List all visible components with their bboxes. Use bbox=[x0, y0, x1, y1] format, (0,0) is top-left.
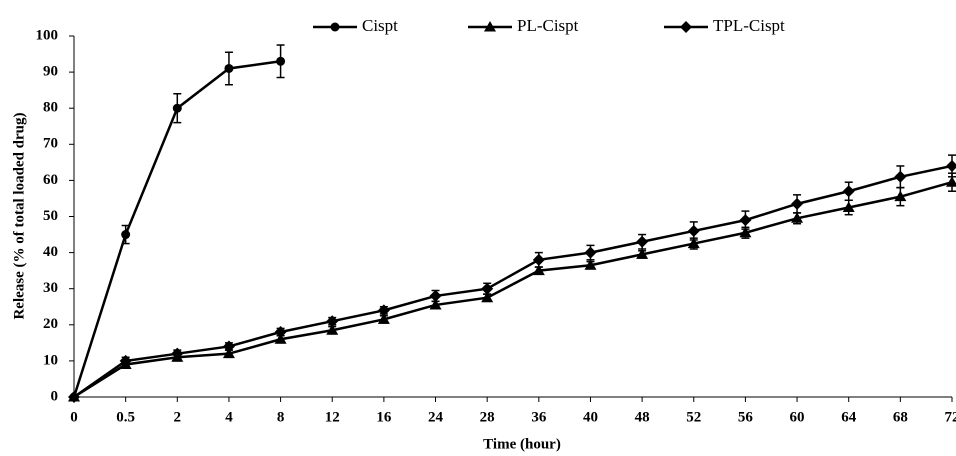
legend-label: PL-Cispt bbox=[517, 16, 579, 35]
x-tick-label: 64 bbox=[841, 409, 857, 425]
data-point bbox=[636, 248, 649, 259]
x-tick-label: 56 bbox=[738, 409, 754, 425]
x-tick-label: 60 bbox=[790, 409, 805, 425]
x-tick-label: 4 bbox=[225, 409, 233, 425]
y-axis-label: Release (% of total loaded drug) bbox=[11, 112, 27, 319]
x-tick-label: 52 bbox=[686, 409, 701, 425]
data-point bbox=[894, 170, 907, 183]
series-line bbox=[73, 164, 953, 399]
data-point bbox=[842, 185, 855, 198]
y-tick-label: 20 bbox=[43, 316, 58, 332]
data-point bbox=[429, 298, 442, 310]
data-point bbox=[894, 190, 907, 202]
data-point bbox=[481, 282, 494, 295]
data-point bbox=[946, 159, 956, 172]
y-tick-label: 100 bbox=[36, 27, 59, 43]
legend-marker bbox=[680, 21, 692, 33]
data-point bbox=[687, 237, 700, 249]
data-point bbox=[532, 253, 545, 266]
data-point bbox=[532, 264, 545, 276]
x-tick-label: 16 bbox=[376, 409, 392, 425]
x-tick-label: 0.5 bbox=[116, 409, 135, 425]
x-tick-label: 68 bbox=[893, 409, 908, 425]
y-tick-label: 80 bbox=[43, 100, 58, 116]
x-tick-label: 8 bbox=[277, 409, 285, 425]
data-point bbox=[326, 324, 339, 335]
data-point bbox=[274, 333, 287, 344]
data-point bbox=[68, 391, 80, 403]
data-point bbox=[636, 235, 649, 248]
data-point bbox=[739, 214, 752, 227]
data-point bbox=[429, 289, 442, 302]
x-tick-label: 36 bbox=[531, 409, 547, 425]
data-point bbox=[224, 63, 234, 73]
data-point bbox=[842, 201, 855, 212]
series-line bbox=[73, 181, 953, 399]
y-tick-label: 30 bbox=[43, 280, 58, 296]
legend: Cispt PL-Cispt TPL-Cispt bbox=[313, 16, 785, 35]
y-tick-label: 0 bbox=[51, 388, 59, 404]
y-tick-label: 70 bbox=[43, 136, 58, 152]
y-tick-label: 60 bbox=[43, 172, 58, 188]
y-tick-label: 90 bbox=[43, 64, 58, 80]
x-tick-label: 24 bbox=[428, 409, 444, 425]
x-tick-label: 12 bbox=[325, 409, 340, 425]
data-point bbox=[584, 246, 597, 259]
data-point bbox=[946, 176, 956, 187]
legend-marker bbox=[330, 22, 340, 32]
x-axis-label: Time (hour) bbox=[483, 436, 561, 452]
data-point bbox=[791, 212, 804, 223]
x-tick-label: 28 bbox=[480, 409, 495, 425]
data-point bbox=[172, 103, 182, 113]
y-tick-label: 40 bbox=[43, 244, 58, 260]
data-point bbox=[276, 56, 286, 66]
x-tick-label: 0 bbox=[70, 409, 78, 425]
data-point bbox=[121, 230, 131, 240]
legend-label: Cispt bbox=[362, 16, 398, 35]
data-point bbox=[584, 259, 597, 270]
data-point bbox=[222, 347, 235, 359]
data-point bbox=[119, 354, 132, 367]
data-point bbox=[687, 224, 700, 237]
data-point bbox=[171, 347, 184, 360]
x-tick-label: 40 bbox=[583, 409, 598, 425]
y-tick-label: 10 bbox=[43, 352, 58, 368]
x-tick-label: 72 bbox=[945, 409, 956, 425]
legend-marker bbox=[484, 21, 496, 32]
legend-label: TPL-Cispt bbox=[713, 16, 785, 35]
y-tick-label: 50 bbox=[43, 208, 58, 224]
data-point bbox=[222, 340, 235, 353]
data-point bbox=[326, 315, 339, 328]
data-point bbox=[377, 313, 390, 324]
data-point bbox=[739, 226, 752, 238]
data-point bbox=[481, 291, 494, 303]
data-point bbox=[377, 304, 390, 317]
data-point bbox=[274, 326, 287, 339]
x-tick-label: 2 bbox=[174, 409, 182, 425]
data-point bbox=[791, 197, 804, 210]
x-tick-label: 48 bbox=[635, 409, 650, 425]
